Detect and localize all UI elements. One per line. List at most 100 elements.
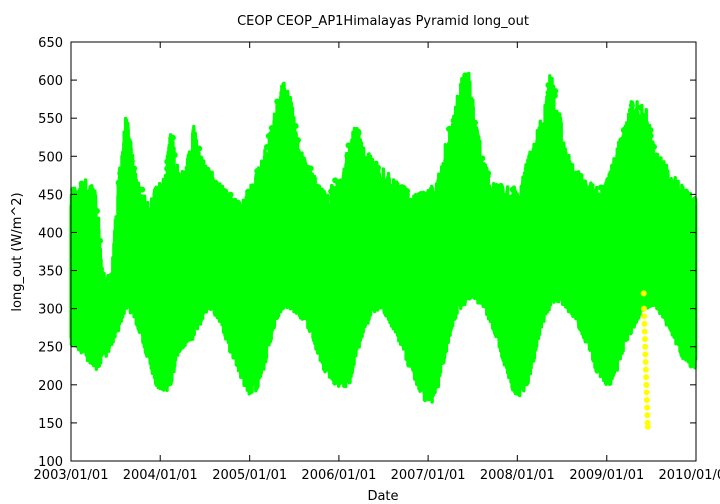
y-tick-label: 450 <box>38 188 63 203</box>
series-1-point <box>683 188 690 195</box>
series-2-point <box>641 313 648 320</box>
series-1-point <box>136 185 143 192</box>
plot-area <box>69 71 698 430</box>
series-1-point <box>164 165 171 172</box>
series-1-point <box>652 152 659 159</box>
series-1-point <box>581 182 588 189</box>
series-1-point <box>278 94 285 101</box>
y-tick-label: 350 <box>38 265 63 280</box>
series-1-point <box>235 199 242 206</box>
series-1-point <box>607 171 614 178</box>
y-tick-label: 550 <box>38 112 63 127</box>
series-2-point <box>644 412 651 419</box>
series-1-point <box>650 143 657 150</box>
y-tick-label: 500 <box>38 150 63 165</box>
series-1-point <box>404 187 411 194</box>
series-1-point <box>128 158 135 165</box>
series-1-point <box>537 126 544 133</box>
series-1-point <box>227 191 234 198</box>
series-1-point <box>609 163 616 170</box>
series-1-point <box>590 194 597 201</box>
series-1-point <box>169 134 176 141</box>
series-1-point <box>345 151 352 158</box>
series-1-point <box>228 197 235 204</box>
y-tick-label: 250 <box>38 341 63 356</box>
series-1-point <box>355 130 362 137</box>
series-1-point <box>104 284 111 291</box>
series-1-point <box>552 87 559 94</box>
series-1-point <box>115 179 122 186</box>
series-2-point <box>643 374 650 381</box>
series-1-point <box>523 166 530 173</box>
series-1-point <box>143 205 150 212</box>
series-1-point <box>335 180 342 187</box>
series-1-point <box>186 152 193 159</box>
series-1-point <box>97 237 104 244</box>
series-1-point <box>206 172 213 179</box>
chart-title: CEOP CEOP_AP1Himalayas Pyramid long_out <box>237 14 529 29</box>
y-tick-label: 300 <box>38 303 63 318</box>
series-1-point <box>388 184 395 191</box>
series-1-point <box>621 126 628 133</box>
series-1-point <box>288 111 295 118</box>
series-1-point <box>677 188 684 195</box>
series-1-point <box>210 179 217 186</box>
series-1-point <box>637 104 644 111</box>
y-tick-label: 600 <box>38 74 63 89</box>
series-1-point <box>244 197 251 204</box>
x-tick-label: 2007/01/01 <box>391 468 466 483</box>
series-1-point <box>263 143 270 150</box>
series-1-point <box>521 174 528 181</box>
series-1-point <box>585 190 592 197</box>
series-2-point <box>644 423 651 430</box>
series-1-point <box>249 183 256 190</box>
series-1-point <box>221 187 228 194</box>
series-2-point <box>642 366 649 373</box>
series-1-point <box>618 137 625 144</box>
series-1-point <box>117 170 124 177</box>
series-1-point <box>320 189 327 196</box>
series-1-point <box>605 177 612 184</box>
series-1-point <box>510 193 517 200</box>
series-1-point <box>70 197 77 204</box>
series-1-point <box>270 126 277 133</box>
series-1-point <box>509 186 516 193</box>
series-2-point <box>642 343 649 350</box>
series-1-point <box>551 92 558 99</box>
series-1-point <box>416 201 423 208</box>
series-1-point <box>360 158 367 165</box>
series-1-point <box>108 290 115 297</box>
series-2-point <box>640 305 647 312</box>
series-2-point <box>643 397 650 404</box>
series-2-point <box>640 290 647 297</box>
series-1-point <box>274 98 281 105</box>
series-1-point <box>245 188 252 195</box>
series-1-point <box>689 199 696 206</box>
x-tick-label: 2003/01/01 <box>34 468 109 483</box>
series-1-point <box>304 164 311 171</box>
series-1-point <box>250 188 257 195</box>
y-axis: 100 150 200 250 300 350 400 450 500 550 600 650 <box>38 36 696 470</box>
series-1-point <box>199 163 206 170</box>
x-tick-label: 2008/01/01 <box>480 468 555 483</box>
series-1-point <box>182 170 189 177</box>
series-1-point <box>374 164 381 171</box>
series-1-point <box>161 182 168 189</box>
series-1-point <box>301 160 308 167</box>
series-1-point <box>638 116 645 123</box>
series-1-point <box>647 127 654 134</box>
series-1-point <box>527 152 534 159</box>
x-tick-label: 2004/01/01 <box>123 468 198 483</box>
series-2-point <box>641 336 648 343</box>
x-tick-label: 2006/01/01 <box>301 468 376 483</box>
series-1-point <box>479 155 486 162</box>
series-2-point <box>642 351 649 358</box>
series-1-point <box>349 141 356 148</box>
series-1-point <box>131 165 138 172</box>
series-1-point <box>254 167 261 174</box>
y-axis-label: long_out (W/m^2) <box>10 192 25 311</box>
series-1-point <box>70 186 77 193</box>
series-1-point <box>293 139 300 146</box>
x-tick-label: 2009/01/01 <box>569 468 644 483</box>
